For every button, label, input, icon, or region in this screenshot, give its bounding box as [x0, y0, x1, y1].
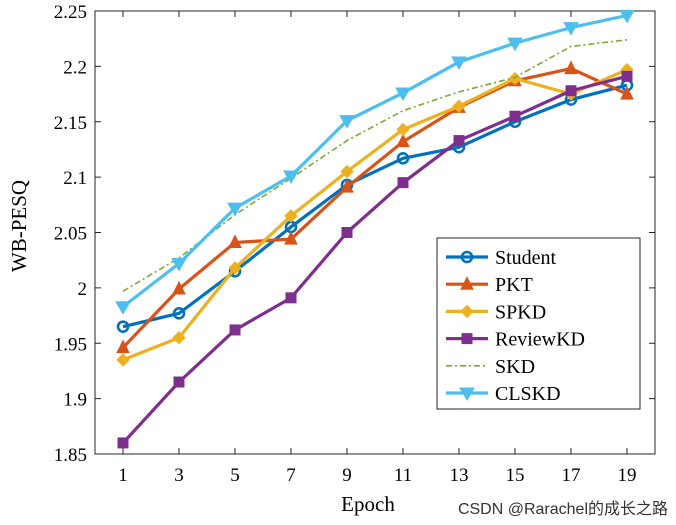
data-point-pkt: [396, 133, 410, 148]
data-point-student: [396, 151, 410, 165]
data-point-clskd: [115, 301, 131, 315]
data-point-spkd: [452, 99, 466, 113]
data-point-clskd: [171, 258, 187, 272]
y-tick-label: 2.05: [54, 224, 87, 245]
series-lines: [115, 9, 635, 449]
legend-label-skd: SKD: [495, 356, 535, 378]
legend-marker-clskd: [459, 387, 475, 401]
legend-label-clskd: CLSKD: [495, 383, 561, 405]
y-tick-label: 1.95: [54, 334, 87, 355]
data-point-spkd: [396, 122, 410, 137]
data-point-spkd: [116, 353, 130, 367]
legend-marker-student: [460, 250, 474, 264]
series-pkt: [116, 60, 634, 354]
series-line-student: [122, 83, 628, 329]
data-point-reviewkd: [453, 135, 465, 147]
series-line-spkd: [122, 68, 628, 362]
data-point-clskd: [395, 87, 411, 101]
data-point-reviewkd: [509, 110, 521, 122]
y-tick-label: 1.9: [63, 390, 87, 411]
x-tick-label: 15: [506, 465, 525, 486]
series-line-reviewkd: [121, 74, 628, 445]
series-clskd: [115, 9, 635, 315]
legend-marker-reviewkd: [461, 333, 473, 345]
data-point-reviewkd: [621, 70, 633, 82]
data-point-pkt: [172, 280, 186, 295]
legend-marker-pkt: [460, 276, 474, 290]
data-point-reviewkd: [341, 227, 353, 238]
data-point-spkd: [172, 331, 186, 345]
data-point-pkt: [564, 60, 578, 75]
y-tick-label: 2.2: [63, 57, 87, 78]
y-axis-title: WB-PESQ: [7, 180, 31, 272]
data-point-spkd: [340, 164, 354, 179]
x-tick-label: 1: [118, 465, 128, 486]
legend-label-student: Student: [495, 247, 557, 269]
data-point-reviewkd: [117, 437, 129, 449]
data-point-reviewkd: [173, 376, 185, 388]
data-point-spkd: [508, 71, 522, 86]
data-point-clskd: [339, 115, 355, 129]
x-tick-label: 9: [342, 465, 352, 486]
data-point-reviewkd: [565, 85, 577, 97]
legend-label-reviewkd: ReviewKD: [495, 329, 585, 351]
legend-box: [436, 237, 641, 410]
data-point-clskd: [619, 9, 635, 24]
x-tick-label: 19: [618, 465, 637, 486]
data-point-student: [172, 307, 186, 320]
data-point-clskd: [563, 22, 579, 36]
data-point-pkt: [620, 85, 634, 100]
data-point-reviewkd: [397, 177, 409, 189]
x-tick-label: 5: [230, 465, 240, 486]
x-tick-label: 3: [174, 465, 184, 486]
legend-label-spkd: SPKD: [495, 301, 546, 323]
series-reviewkd: [117, 70, 633, 449]
x-tick-label: 7: [286, 465, 296, 486]
data-point-spkd: [284, 209, 298, 223]
x-tick-label: 11: [394, 465, 412, 486]
data-point-reviewkd: [229, 324, 241, 336]
legend: Student PKT SPKD ReviewKD SKD CLSKD: [436, 237, 641, 410]
y-tick-label: 2.15: [54, 113, 87, 134]
data-point-pkt: [228, 234, 242, 248]
y-tick-label: 1.85: [54, 445, 87, 466]
data-point-pkt: [340, 178, 354, 193]
axes: 1 3 5 7 9 11 13 15 17 191.851.91.9522.052.12.152.…: [54, 2, 656, 486]
series-line-clskd: [122, 13, 628, 308]
data-point-pkt: [284, 231, 298, 245]
data-point-clskd: [283, 170, 299, 185]
y-tick-label: 2: [78, 279, 88, 300]
data-point-clskd: [227, 202, 243, 217]
data-point-student: [116, 320, 130, 333]
data-point-reviewkd: [285, 292, 297, 304]
legend-label-pkt: PKT: [495, 274, 533, 296]
watermark-text: CSDN @Rarachel的成长之路: [458, 500, 668, 518]
data-point-clskd: [507, 37, 523, 52]
legend-marker-spkd: [460, 304, 474, 319]
series-line-pkt: [121, 66, 628, 349]
x-tick-label: 17: [562, 465, 581, 486]
x-axis-title: Epoch: [341, 492, 395, 516]
data-point-spkd: [228, 261, 242, 275]
x-tick-label: 13: [450, 465, 469, 486]
y-tick-label: 2.1: [63, 168, 87, 189]
data-point-clskd: [451, 56, 467, 70]
y-tick-label: 2.25: [54, 2, 87, 23]
data-point-pkt: [116, 339, 130, 354]
